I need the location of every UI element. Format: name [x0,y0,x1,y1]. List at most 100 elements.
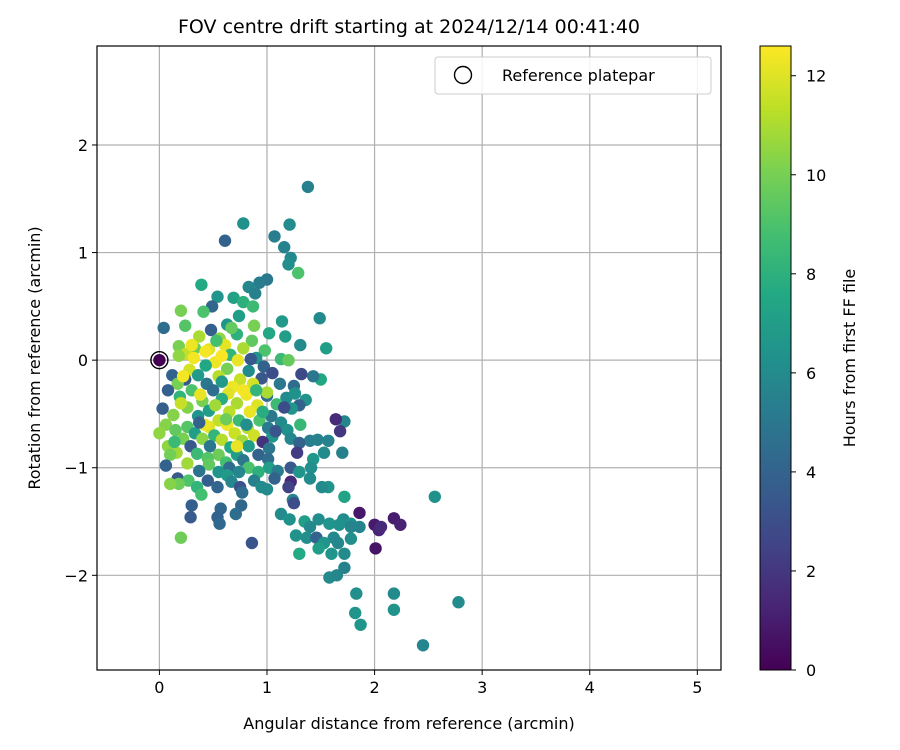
legend-box [434,56,712,95]
data-point [317,446,331,459]
data-point [247,319,261,332]
data-point [236,486,249,499]
data-point [193,330,206,343]
data-point [416,639,430,652]
data-point [301,180,315,194]
data-point [325,547,338,560]
data-point [182,474,195,487]
data-point [156,402,169,415]
data-point [268,472,281,485]
data-point [387,603,401,616]
data-point [181,457,194,470]
data-point [194,388,207,401]
data-point [215,349,228,362]
colorbar-ticks: 0 2 4 6 8 10 12 [791,67,826,680]
data-point [353,506,366,520]
data-point [179,319,192,332]
data-point [157,321,170,335]
colorbar-tick-label: 12 [806,67,826,86]
x-tick-label: 4 [585,678,595,697]
x-axis-ticks: 0 1 2 3 4 5 [154,670,702,697]
data-point [242,461,255,474]
data-point [311,433,324,446]
x-axis-label: Angular distance from reference (arcmin) [243,714,574,733]
data-point [169,423,182,437]
data-point [292,266,305,280]
data-point [294,418,307,431]
data-point [228,427,241,440]
data-point [197,305,210,318]
reference-marker-icon [150,350,169,370]
data-point [275,315,289,328]
data-point [282,354,295,367]
data-point [232,465,246,479]
data-point [159,418,173,431]
data-point [336,446,349,459]
data-point [287,497,301,510]
data-point [262,442,276,455]
data-point [230,440,244,453]
data-point [168,435,181,449]
data-point [237,384,250,397]
data-point [320,342,333,355]
data-point [199,359,212,372]
y-tick-label: −2 [64,566,88,585]
data-point [283,513,296,526]
data-point [195,278,208,291]
data-point [184,511,197,524]
data-point [172,349,185,362]
data-point [247,429,261,442]
y-tick-label: 0 [78,351,88,370]
data-point [230,397,244,410]
data-point [212,448,225,461]
data-point [231,354,245,367]
data-point [353,520,366,534]
legend: Reference platepar [434,56,712,95]
data-point [258,344,271,357]
data-point [289,529,303,542]
data-point [237,342,250,355]
data-point [203,440,217,453]
x-tick-label: 5 [692,678,702,697]
y-tick-label: 2 [78,136,88,155]
data-point [172,477,185,491]
data-point [282,258,295,271]
data-point [293,436,306,450]
data-point [290,446,304,459]
data-point [209,399,222,412]
data-point [244,352,257,366]
data-point [303,520,317,534]
data-point [331,536,345,550]
data-point [190,447,204,460]
data-point [161,384,175,397]
data-point [333,425,347,438]
data-point [266,366,279,380]
data-point [164,448,177,461]
data-point [204,323,218,337]
data-point [269,425,282,438]
colorbar-tick-label: 4 [806,463,816,482]
data-point [288,387,302,400]
plot-frame [96,45,722,671]
data-point [221,362,234,375]
data-point [167,408,180,422]
data-point [262,327,276,340]
data-point [332,518,346,531]
colorbar-label: Hours from first FF file [840,269,859,448]
data-point [225,321,238,335]
data-point [452,596,465,609]
data-point [210,334,223,347]
reference-point [153,353,166,367]
data-point [185,499,198,512]
colorbar-tick-label: 10 [806,166,826,185]
data-point [237,217,250,230]
data-point [313,312,326,325]
data-point [250,384,263,397]
data-point [219,413,233,426]
data-point [312,542,325,555]
data-point [344,520,358,534]
data-point [245,536,259,550]
data-point [428,490,441,503]
data-point [329,413,342,426]
